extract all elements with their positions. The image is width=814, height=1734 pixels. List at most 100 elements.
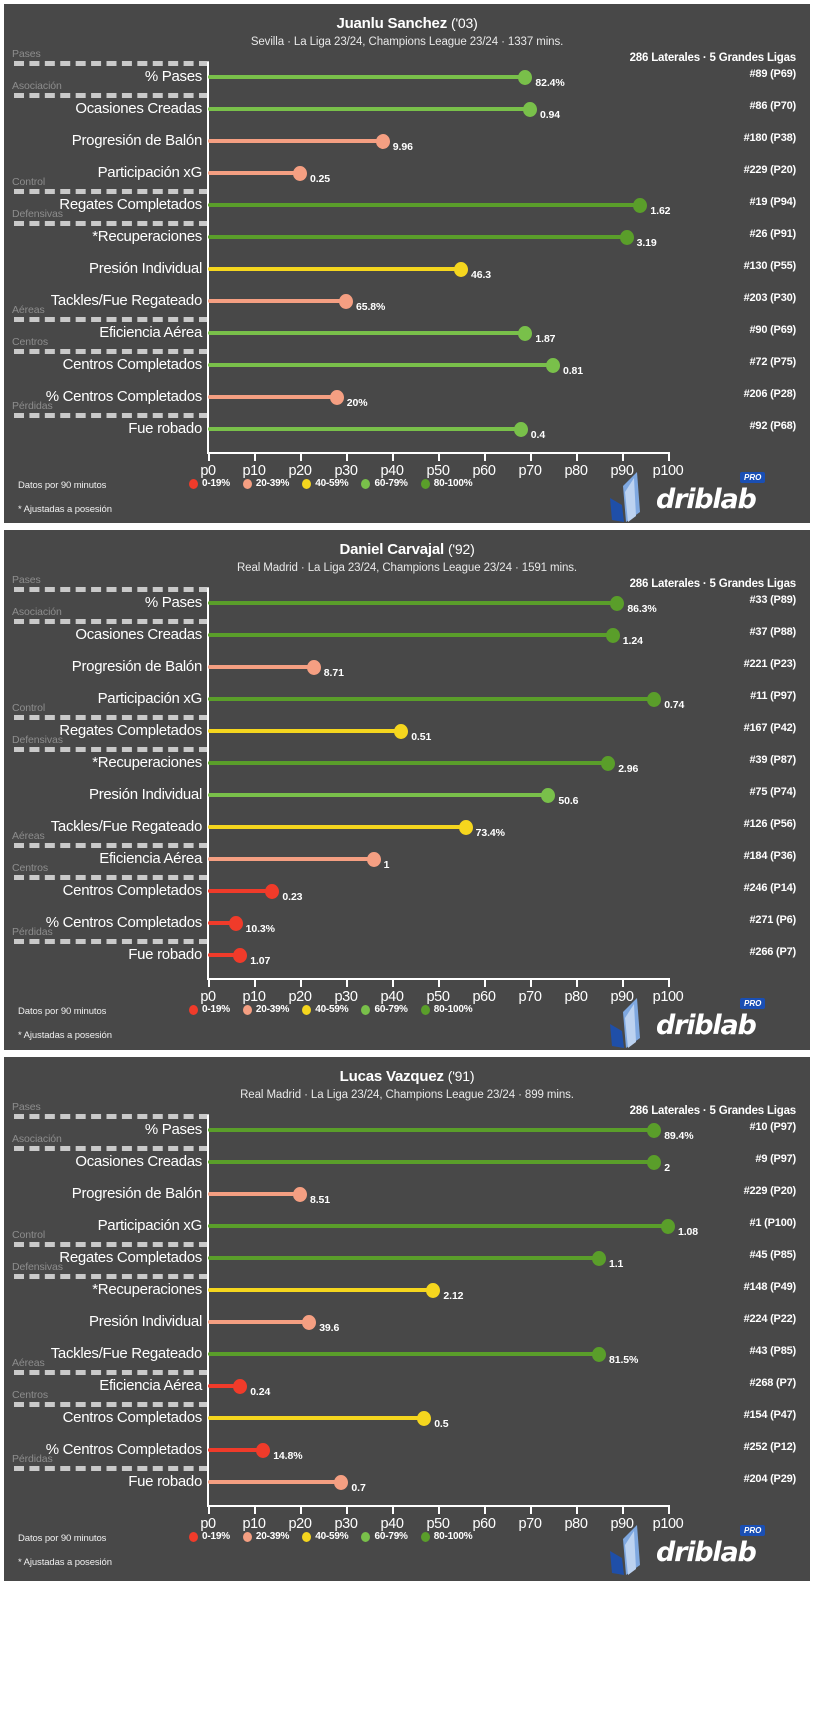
legend-label: 20-39%: [255, 1531, 290, 1542]
x-axis-tick: [300, 1507, 302, 1514]
metric-value: 81.5%: [609, 1354, 639, 1366]
metric-dot: [592, 1347, 606, 1362]
metric-value: 1.08: [678, 1226, 699, 1238]
legend-item: 20-39%: [242, 478, 289, 489]
metric-label: Ocasiones Creadas: [75, 100, 202, 117]
group-divider: [14, 1114, 209, 1119]
metric-stem: [208, 601, 618, 605]
metric-stem: [208, 1224, 668, 1228]
metric-rank: #11 (P97): [750, 690, 796, 702]
metric-value: 0.23: [282, 891, 303, 903]
metric-stem: [208, 1192, 300, 1196]
player-birth-year: ('92): [447, 541, 475, 557]
x-axis-tick: [438, 454, 440, 461]
x-axis-tick: [346, 980, 348, 987]
metric-label: Participación xG: [97, 164, 203, 181]
group-label: Defensivas: [12, 1261, 63, 1273]
metric-dot: [302, 1315, 317, 1330]
legend-swatch-icon: [420, 1004, 430, 1015]
legend-item: 80-100%: [420, 1531, 473, 1542]
x-axis-tick-label: p10: [242, 463, 266, 479]
metric-label: % Centros Completados: [45, 1441, 203, 1458]
legend-label: 60-79%: [374, 478, 408, 489]
metric-value: 0.5: [434, 1418, 449, 1430]
metric-value: 1.87: [535, 333, 556, 345]
metric-row: % Pases 86.3% #33 (P89): [4, 592, 810, 624]
metric-row: *Recuperaciones 2.96 #39 (P87): [4, 752, 810, 784]
x-axis-tick-label: p40: [380, 989, 404, 1005]
metric-label: Participación xG: [97, 1217, 203, 1234]
metric-value: 82.4%: [535, 77, 565, 89]
x-axis-tick-label: p0: [200, 1516, 216, 1532]
metric-dot: [256, 1443, 271, 1458]
legend-swatch-icon: [242, 1004, 252, 1015]
group-label: Asociación: [12, 1133, 62, 1145]
legend-swatch-icon: [302, 478, 312, 489]
legend-item: 60-79%: [361, 1531, 408, 1542]
metric-label: % Centros Completados: [45, 388, 203, 405]
metric-rank: #148 (P49): [743, 1281, 797, 1293]
metric-label: Tackles/Fue Regateado: [50, 818, 203, 835]
x-axis-tick-label: p50: [426, 989, 450, 1005]
legend-item: 0-19%: [189, 1531, 230, 1542]
x-axis-tick: [622, 980, 624, 987]
metric-row: Ocasiones Creadas 0.94 #86 (P70): [4, 98, 810, 130]
x-axis-line: [207, 978, 670, 980]
legend-item: 60-79%: [361, 1004, 408, 1015]
metric-label: Ocasiones Creadas: [75, 626, 202, 643]
lollipop-plot: Pases Asociación Control Defensivas Aéreas Ce…: [4, 530, 810, 1050]
player-name: Daniel Carvajal: [339, 541, 444, 558]
player-chart-card: Juanlu Sanchez ('03) Sevilla · La Liga 23…: [4, 4, 810, 523]
x-axis-tick-label: p50: [426, 463, 450, 479]
x-axis-tick: [208, 980, 210, 987]
x-axis-tick-label: p90: [610, 463, 634, 479]
metric-row: % Pases 82.4% #89 (P69): [4, 66, 810, 98]
metric-value: 1.24: [622, 635, 643, 647]
metric-dot: [518, 70, 533, 85]
metric-label: Regates Completados: [59, 196, 202, 213]
driblab-pro-badge: PRO: [740, 1525, 766, 1536]
metric-row: Presión Individual 50.6 #75 (P74): [4, 784, 810, 816]
group-label: Centros: [12, 336, 49, 348]
metric-rank: #229 (P20): [743, 164, 797, 176]
metric-value: 14.8%: [273, 1450, 303, 1462]
metric-label: Fue robado: [128, 1473, 202, 1490]
metric-row: % Centros Completados 20% #206 (P28): [4, 386, 810, 418]
metric-dot: [647, 1123, 662, 1138]
x-axis-tick-label: p10: [242, 1516, 266, 1532]
metric-value: 1.62: [650, 205, 671, 217]
legend-item: 40-59%: [302, 1004, 349, 1015]
x-axis-tick: [530, 454, 532, 461]
legend-item: 20-39%: [242, 1531, 290, 1542]
x-axis-tick: [622, 1507, 624, 1514]
x-axis-line: [207, 1505, 670, 1507]
x-axis-tick-label: p60: [472, 989, 496, 1005]
metric-rank: #203 (P30): [743, 292, 797, 304]
player-subtitle: Real Madrid · La Liga 23/24, Champions L…: [240, 1089, 574, 1101]
metric-row: Regates Completados 0.51 #167 (P42): [4, 720, 810, 752]
metric-stem: [208, 1288, 434, 1292]
metric-label: Regates Completados: [59, 1249, 202, 1266]
metric-dot: [633, 198, 648, 213]
x-axis-tick-label: p100: [652, 463, 684, 479]
player-name-title: Lucas Vazquez ('91): [4, 1057, 810, 1085]
metric-row: % Centros Completados 10.3% #271 (P6): [4, 912, 810, 944]
legend-swatch-icon: [189, 1004, 198, 1015]
metric-label: Participación xG: [97, 690, 203, 707]
x-axis-tick: [484, 980, 486, 987]
x-axis-tick-label: p90: [610, 989, 634, 1005]
legend-swatch-icon: [189, 1531, 198, 1542]
metric-dot: [546, 358, 560, 373]
legend-item: 80-100%: [420, 478, 473, 489]
metric-dot: [293, 166, 307, 181]
x-axis-tick-label: p90: [610, 1516, 634, 1532]
legend-item: 60-79%: [361, 478, 408, 489]
metric-value: 0.94: [540, 109, 561, 121]
metric-rank: #26 (P91): [749, 228, 796, 240]
player-subtitle: Real Madrid · La Liga 23/24, Champions L…: [236, 562, 578, 574]
metric-row: % Centros Completados 14.8% #252 (P12): [4, 1439, 810, 1471]
player-name-title: Daniel Carvajal ('92): [4, 530, 810, 558]
legend-swatch-icon: [189, 478, 198, 489]
legend-item: 40-59%: [302, 1531, 349, 1542]
metric-value: 1.1: [609, 1258, 624, 1270]
